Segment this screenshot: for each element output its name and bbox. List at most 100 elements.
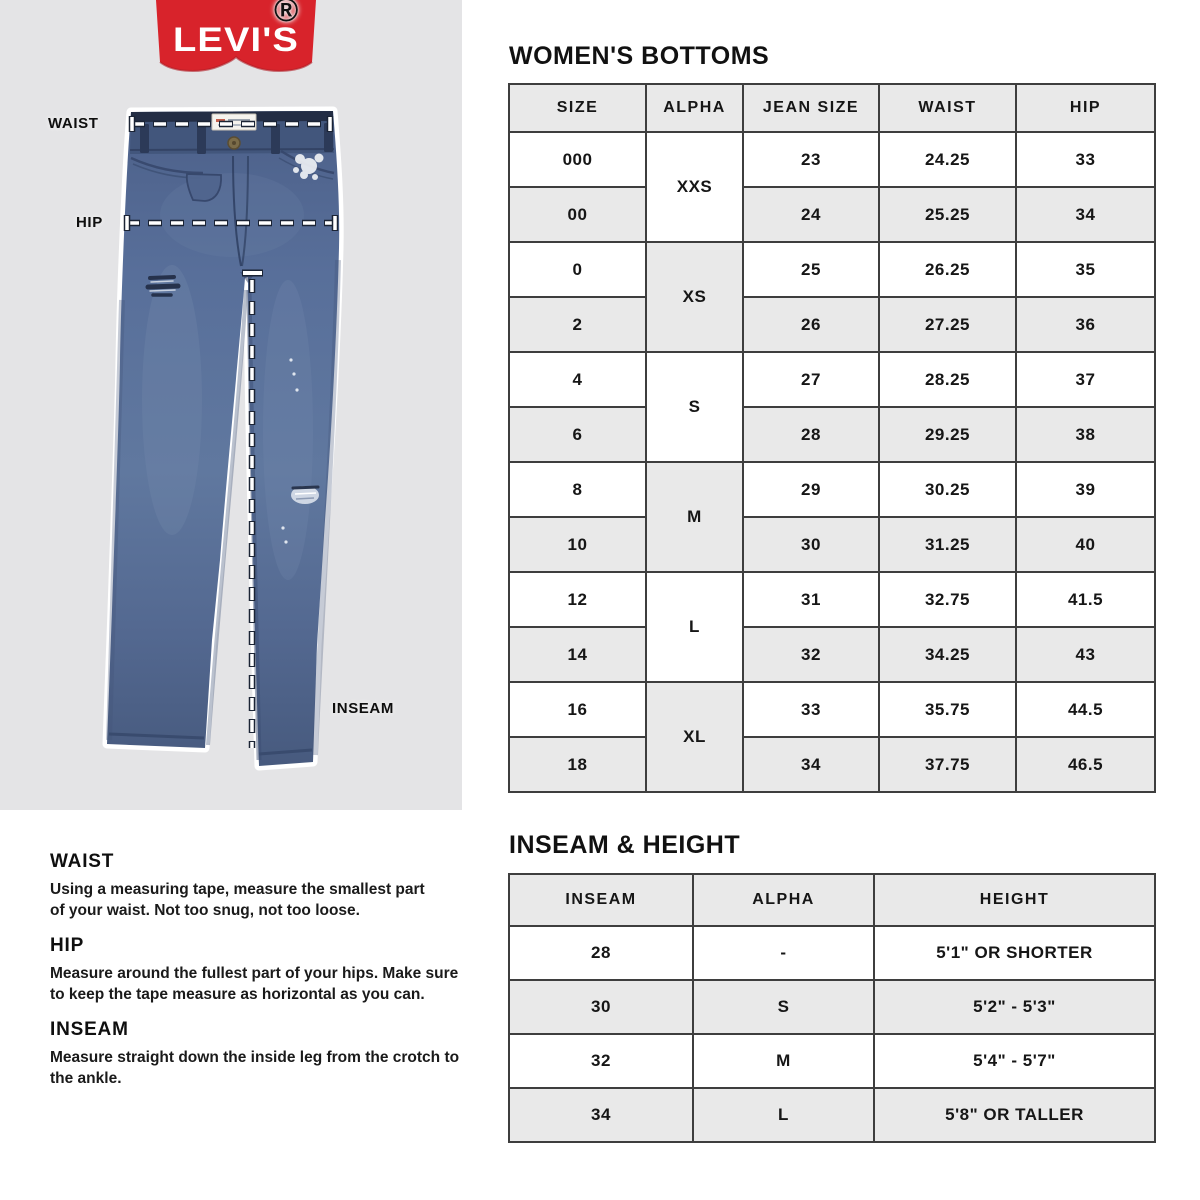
size-row: 12 L 31 32.75 41.5 [508, 571, 1156, 683]
logo-text: LEVI'S [173, 21, 299, 59]
size-cell: 4 [508, 351, 647, 408]
waist-guide-text: Using a measuring tape, measure the smal… [50, 881, 425, 919]
hip-cell: 38 [1015, 406, 1156, 463]
jean-size-cell: 31 [742, 571, 880, 628]
waist-guide-heading: WAIST [50, 851, 115, 872]
height-cell: 5'1" OR SHORTER [873, 925, 1156, 981]
hip-measure-line [123, 215, 339, 231]
size-row: 0 XS 25 26.25 35 [508, 241, 1156, 353]
waist-cell: 31.25 [878, 516, 1017, 573]
column-header: INSEAM [508, 873, 694, 927]
inseam-row: 34 L 5'8" OR TALLER [508, 1087, 1156, 1143]
height-cell: 5'2" - 5'3" [873, 979, 1156, 1035]
inseam-row: 30 S 5'2" - 5'3" [508, 979, 1156, 1035]
column-header: SIZE [508, 83, 647, 133]
size-row: 16 XL 33 35.75 44.5 [508, 681, 1156, 793]
column-header: ALPHA [645, 83, 744, 133]
height-cell: 5'8" OR TALLER [873, 1087, 1156, 1143]
inseam-height-table: INSEAM ALPHA HEIGHT 28-5'1" OR SHORTER 30 S 5'… [508, 873, 1156, 1143]
column-header: WAIST [878, 83, 1017, 133]
waist-cell: 26.25 [878, 241, 1017, 298]
alpha-cell: L [692, 1087, 875, 1143]
inseam-diagram-label: INSEAM [332, 700, 394, 717]
inseam-row: 32 M 5'4" - 5'7" [508, 1033, 1156, 1089]
inseam-row: 28-5'1" OR SHORTER [508, 925, 1156, 981]
jean-size-cell: 32 [742, 626, 880, 683]
inseam-cell: 32 [508, 1033, 694, 1089]
alpha-cell: XS [645, 241, 744, 353]
waist-cell: 29.25 [878, 406, 1017, 463]
measuring-guide: WAIST Using a measuring tape, measure th… [50, 851, 520, 1103]
size-cell: 0 [508, 241, 647, 298]
size-row: 00 24 25.25 34 [508, 186, 1156, 243]
registered-trademark-icon: ® [274, 0, 299, 28]
waist-cell: 34.25 [878, 626, 1017, 683]
column-header: ALPHA [692, 873, 875, 927]
hip-cell: 41.5 [1015, 571, 1156, 628]
height-cell: 5'4" - 5'7" [873, 1033, 1156, 1089]
waist-cell: 37.75 [878, 736, 1017, 793]
hip-guide-heading: HIP [50, 935, 85, 956]
size-row: 4 S 27 28.25 37 [508, 351, 1156, 463]
hip-cell: 35 [1015, 241, 1156, 298]
inseam-guide-heading: INSEAM [50, 1019, 129, 1040]
size-cell: 00 [508, 186, 647, 243]
hip-cell: 34 [1015, 186, 1156, 243]
jeans-diagram-panel: LEVI'S ® WAIST HIP INSEAM [0, 0, 462, 810]
waist-cell: 27.25 [878, 296, 1017, 353]
womens-bottoms-title: WOMEN'S BOTTOMS [509, 42, 770, 70]
size-cell: 18 [508, 736, 647, 793]
size-row: 18 34 37.75 46.5 [508, 736, 1156, 793]
jean-size-cell: 30 [742, 516, 880, 573]
size-row: 8 M 29 30.25 39 [508, 461, 1156, 573]
hip-guide: HIP Measure around the fullest part of y… [50, 935, 520, 1005]
alpha-cell: XL [645, 681, 744, 793]
hip-cell: 46.5 [1015, 736, 1156, 793]
hip-cell: 33 [1015, 131, 1156, 188]
hip-cell: 44.5 [1015, 681, 1156, 738]
size-cell: 2 [508, 296, 647, 353]
size-cell: 000 [508, 131, 647, 188]
jean-size-cell: 24 [742, 186, 880, 243]
jean-size-cell: 26 [742, 296, 880, 353]
inseam-cell: 34 [508, 1087, 694, 1143]
size-cell: 10 [508, 516, 647, 573]
waist-cell: 24.25 [878, 131, 1017, 188]
size-row: 2 26 27.25 36 [508, 296, 1156, 353]
waist-cell: 30.25 [878, 461, 1017, 518]
inseam-cell: 30 [508, 979, 694, 1035]
jean-size-cell: 23 [742, 131, 880, 188]
jean-size-cell: 34 [742, 736, 880, 793]
hip-guide-text: Measure around the fullest part of your … [50, 965, 459, 1003]
waist-cell: 32.75 [878, 571, 1017, 628]
inseam-height-title: INSEAM & HEIGHT [509, 831, 741, 859]
size-cell: 14 [508, 626, 647, 683]
hip-cell: 36 [1015, 296, 1156, 353]
jean-size-cell: 33 [742, 681, 880, 738]
waist-guide: WAIST Using a measuring tape, measure th… [50, 851, 520, 921]
alpha-cell: - [692, 925, 875, 981]
column-header: HIP [1015, 83, 1156, 133]
levis-batwing-icon: LEVI'S [156, 0, 316, 72]
womens-bottoms-table: SIZE ALPHA JEAN SIZE WAIST HIP 000 XXS 23 24.25 3… [508, 83, 1156, 793]
alpha-cell: S [692, 979, 875, 1035]
size-row: 000 XXS 23 24.25 33 [508, 131, 1156, 243]
hip-cell: 37 [1015, 351, 1156, 408]
hip-cell: 43 [1015, 626, 1156, 683]
jeans-image [102, 106, 344, 771]
hip-cell: 40 [1015, 516, 1156, 573]
inseam-measure-line [242, 269, 263, 748]
size-row: 14 32 34.25 43 [508, 626, 1156, 683]
inseam-cell: 28 [508, 925, 694, 981]
alpha-cell: S [645, 351, 744, 463]
header-row: SIZE ALPHA JEAN SIZE WAIST HIP [508, 83, 1156, 133]
waist-measure-line [128, 116, 334, 132]
hip-diagram-label: HIP [76, 214, 103, 231]
inseam-guide: INSEAM Measure straight down the inside … [50, 1019, 520, 1089]
inseam-guide-text: Measure straight down the inside leg fro… [50, 1049, 460, 1087]
jean-size-cell: 25 [742, 241, 880, 298]
size-cell: 16 [508, 681, 647, 738]
size-row: 10 30 31.25 40 [508, 516, 1156, 573]
jean-size-cell: 27 [742, 351, 880, 408]
alpha-cell: M [645, 461, 744, 573]
